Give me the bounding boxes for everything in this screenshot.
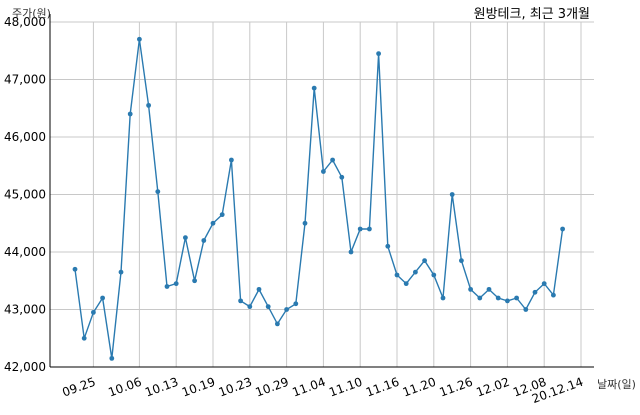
x-tick-label: 10.23 — [217, 375, 254, 400]
y-tick-label: 44,000 — [4, 245, 46, 259]
data-point — [155, 189, 161, 195]
data-point — [91, 309, 96, 315]
data-point — [127, 111, 133, 117]
data-point — [201, 238, 207, 243]
y-tick-label: 43,000 — [4, 303, 46, 317]
data-point — [495, 295, 501, 301]
x-tick-label: 11.16 — [364, 375, 401, 400]
grid — [50, 21, 594, 368]
data-point — [523, 307, 529, 312]
data-point — [72, 266, 78, 272]
data-point — [210, 220, 216, 226]
data-point — [532, 289, 538, 295]
data-point — [551, 292, 556, 298]
x-tick-label: 11.26 — [438, 375, 475, 400]
x-tick-label: 10.06 — [106, 375, 143, 400]
y-tick-label: 46,000 — [4, 130, 46, 144]
data-point — [403, 281, 409, 287]
data-point — [505, 298, 510, 304]
series — [72, 36, 565, 361]
chart-title: 원방테크, 최근 3개월 — [474, 7, 590, 22]
data-point — [514, 295, 519, 301]
labels: 42,000 43,000 44,000 45,000 46,000 47,000 48,0… — [4, 15, 585, 406]
data-point — [357, 226, 363, 232]
data-point — [413, 269, 418, 275]
x-tick-label: 09.25 — [60, 375, 97, 400]
data-point — [275, 321, 280, 327]
data-point — [81, 335, 87, 341]
axes — [49, 14, 594, 368]
data-point — [367, 226, 372, 232]
data-point — [477, 295, 483, 301]
y-tick-label: 48,000 — [4, 15, 46, 29]
data-point — [385, 243, 391, 249]
y-tick-label: 47,000 — [4, 73, 46, 87]
data-point — [183, 235, 188, 241]
data-point — [376, 51, 381, 57]
data-point — [137, 36, 142, 42]
data-point — [109, 355, 115, 361]
data-point — [173, 281, 179, 287]
data-point — [321, 169, 326, 174]
x-tick-label: 11.10 — [327, 375, 364, 400]
x-tick-label: 11.20 — [401, 375, 438, 400]
y-axis-title: 주가(원) — [12, 7, 51, 20]
data-point — [486, 286, 492, 292]
data-point — [468, 286, 473, 292]
x-tick-label: 10.19 — [180, 375, 217, 400]
data-point — [348, 249, 354, 255]
data-point — [560, 226, 565, 232]
data-point — [100, 295, 105, 301]
x-tick-label: 11.04 — [290, 375, 327, 400]
x-tick-label: 10.29 — [254, 375, 291, 400]
data-point — [229, 157, 234, 163]
data-point — [311, 85, 317, 91]
data-point — [146, 102, 152, 108]
data-point — [339, 174, 345, 180]
data-point — [302, 220, 308, 226]
data-point — [247, 304, 253, 310]
x-tick-label: 12.02 — [474, 375, 511, 400]
data-point — [284, 307, 289, 312]
y-tick-label: 45,000 — [4, 188, 46, 202]
y-tick-label: 42,000 — [4, 360, 46, 374]
data-point — [293, 301, 299, 307]
data-point — [394, 272, 400, 278]
x-tick-label: 10.13 — [143, 375, 180, 400]
data-point — [440, 295, 446, 301]
data-point — [219, 212, 225, 218]
data-point — [238, 298, 244, 304]
data-point — [541, 281, 547, 287]
data-point — [449, 192, 455, 197]
data-point — [459, 258, 464, 264]
data-point — [431, 272, 437, 278]
data-point — [118, 269, 124, 275]
data-point — [422, 258, 427, 264]
data-point — [164, 284, 170, 289]
series-line — [74, 39, 564, 359]
data-point — [256, 286, 262, 292]
data-point — [192, 278, 198, 284]
data-point — [330, 157, 335, 163]
x-axis-title: 날짜(일) — [597, 377, 636, 391]
data-point — [265, 304, 271, 310]
